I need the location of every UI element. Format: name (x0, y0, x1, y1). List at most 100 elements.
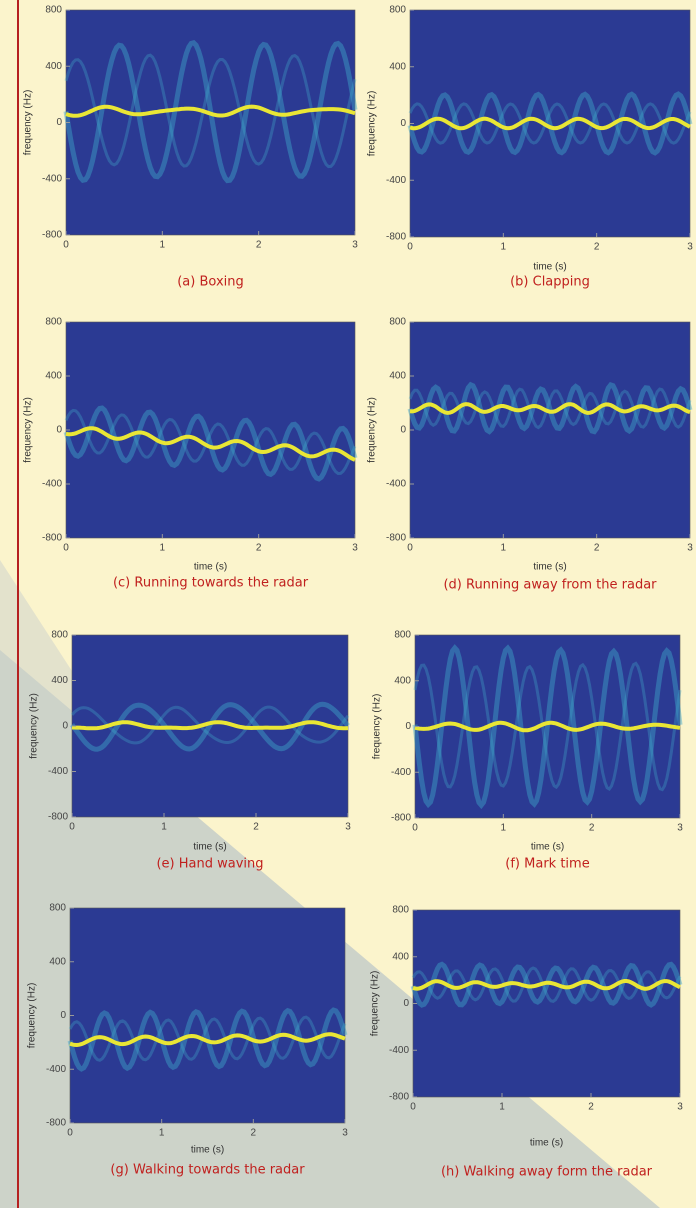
y-tick-label: 0 (60, 1010, 66, 1021)
x-tick-label: 2 (253, 822, 259, 833)
x-axis-label: time (s) (533, 262, 566, 273)
y-tick-label: 800 (49, 903, 66, 914)
y-tick-label: 0 (400, 425, 406, 436)
y-tick-label: -800 (386, 232, 406, 243)
y-tick-label: 0 (56, 117, 62, 128)
spectrogram-trace (64, 408, 357, 476)
x-tick-label: 2 (594, 242, 600, 253)
y-tick-label: -400 (48, 766, 68, 777)
y-axis-label: frequency (Hz) (370, 971, 381, 1037)
y-tick-label: -400 (389, 1045, 409, 1056)
x-tick-label: 1 (160, 240, 166, 251)
spectrogram-trace (68, 1015, 347, 1062)
y-tick-label: -800 (389, 1092, 409, 1103)
y-tick-label: -800 (46, 1118, 66, 1129)
spectrogram (65, 9, 356, 236)
x-tick-label: 0 (407, 242, 413, 253)
y-tick-label: -400 (386, 175, 406, 186)
spectrogram-trace (65, 426, 356, 462)
spectrogram-trace (413, 661, 682, 792)
spectrogram-trace (412, 979, 681, 991)
y-tick-label: 800 (392, 905, 409, 916)
y-tick-label: 800 (389, 317, 406, 328)
x-tick-label: 1 (161, 822, 167, 833)
y-tick-label: 400 (389, 371, 406, 382)
x-tick-label: 1 (499, 1102, 505, 1113)
y-tick-label: 400 (392, 951, 409, 962)
x-tick-label: 1 (501, 543, 507, 554)
y-tick-label: 400 (394, 675, 411, 686)
y-axis-label: frequency (Hz) (23, 397, 34, 463)
x-tick-label: 0 (410, 1102, 416, 1113)
y-tick-label: 800 (394, 630, 411, 641)
x-tick-label: 3 (345, 822, 351, 833)
y-tick-label: -800 (386, 533, 406, 544)
y-tick-label: 0 (405, 721, 411, 732)
caption: (a) Boxing (177, 275, 244, 290)
y-tick-label: 800 (51, 630, 68, 641)
y-tick-label: 800 (45, 317, 62, 328)
x-tick-label: 3 (687, 242, 693, 253)
x-tick-label: 3 (342, 1128, 348, 1139)
caption: (d) Running away from the radar (443, 578, 657, 593)
spectrogram-trace (64, 53, 357, 169)
x-tick-label: 3 (677, 1102, 683, 1113)
spectrogram (69, 907, 346, 1124)
caption: (g) Walking towards the radar (110, 1163, 305, 1178)
y-tick-label: -400 (46, 1064, 66, 1075)
y-tick-label: -800 (48, 812, 68, 823)
y-tick-label: 0 (400, 118, 406, 129)
x-tick-label: 0 (69, 822, 75, 833)
y-axis-label: frequency (Hz) (29, 693, 40, 759)
y-tick-label: -400 (42, 479, 62, 490)
x-tick-label: 3 (677, 823, 683, 834)
caption: (b) Clapping (510, 275, 590, 290)
x-tick-label: 1 (160, 543, 166, 554)
y-tick-label: 400 (389, 61, 406, 72)
y-axis-label: frequency (Hz) (23, 90, 34, 156)
caption: (h) Walking away form the radar (441, 1165, 653, 1180)
y-tick-label: 0 (403, 998, 409, 1009)
y-axis-label: frequency (Hz) (372, 694, 383, 760)
spectrogram-trace (65, 104, 356, 118)
y-tick-label: 400 (49, 956, 66, 967)
spectrogram-trace (409, 116, 691, 131)
spectrogram-trace (69, 1032, 346, 1048)
x-axis-label: time (s) (531, 842, 564, 853)
x-tick-label: 2 (251, 1128, 257, 1139)
y-tick-label: -800 (391, 813, 411, 824)
spectrogram-trace (407, 381, 693, 435)
x-tick-label: 1 (159, 1128, 165, 1139)
y-tick-label: -400 (391, 767, 411, 778)
y-axis-label: frequency (Hz) (367, 91, 378, 157)
y-tick-label: -400 (42, 173, 62, 184)
x-tick-label: 1 (501, 242, 507, 253)
x-axis-label: time (s) (191, 1145, 224, 1156)
spectrogram-trace (411, 966, 682, 1004)
spectrogram (409, 9, 691, 238)
spectrogram-trace (70, 705, 350, 745)
x-tick-label: 1 (501, 823, 507, 834)
x-axis-label: time (s) (193, 842, 226, 853)
y-axis-label: frequency (Hz) (367, 397, 378, 463)
y-tick-label: 400 (51, 675, 68, 686)
x-tick-label: 2 (594, 543, 600, 554)
caption: (f) Mark time (505, 857, 589, 872)
y-tick-label: -800 (42, 533, 62, 544)
x-tick-label: 0 (407, 543, 413, 554)
x-tick-label: 0 (67, 1128, 73, 1139)
x-axis-label: time (s) (194, 562, 227, 573)
x-tick-label: 0 (63, 543, 69, 554)
y-tick-label: -800 (42, 230, 62, 241)
x-tick-label: 0 (63, 240, 69, 251)
x-tick-label: 3 (687, 543, 693, 554)
caption: (c) Running towards the radar (113, 576, 309, 591)
